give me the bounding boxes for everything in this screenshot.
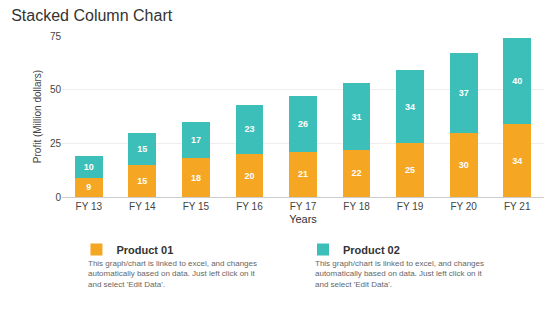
svg-text:50: 50 [50, 84, 62, 95]
svg-text:20: 20 [244, 171, 254, 181]
svg-text:Stacked Column Chart: Stacked Column Chart [11, 7, 173, 24]
svg-text:21: 21 [298, 169, 308, 179]
svg-text:Product 01: Product 01 [116, 244, 173, 256]
svg-text:FY 16: FY 16 [236, 201, 263, 212]
svg-text:37: 37 [459, 88, 469, 98]
svg-text:FY 19: FY 19 [397, 201, 424, 212]
svg-text:30: 30 [459, 160, 469, 170]
svg-text:This graph/chart is linked to: This graph/chart is linked to excel, and… [315, 259, 484, 289]
svg-text:FY 15: FY 15 [183, 201, 210, 212]
svg-text:0: 0 [55, 192, 61, 203]
svg-text:This graph/chart is linked to: This graph/chart is linked to excel, and… [88, 259, 257, 289]
svg-text:34: 34 [512, 156, 522, 166]
svg-text:75: 75 [50, 31, 62, 42]
svg-text:22: 22 [352, 168, 362, 178]
svg-text:34: 34 [405, 102, 415, 112]
svg-text:15: 15 [137, 144, 147, 154]
svg-text:FY 21: FY 21 [504, 201, 531, 212]
svg-text:Profit (Million dollars): Profit (Million dollars) [32, 70, 43, 163]
svg-text:10: 10 [84, 162, 94, 172]
svg-text:FY 20: FY 20 [450, 201, 477, 212]
svg-text:31: 31 [352, 112, 362, 122]
svg-text:18: 18 [191, 173, 201, 183]
svg-text:17: 17 [191, 135, 201, 145]
svg-text:25: 25 [405, 165, 415, 175]
svg-text:9: 9 [86, 182, 91, 192]
svg-text:15: 15 [137, 176, 147, 186]
svg-text:Years: Years [289, 213, 317, 225]
svg-text:25: 25 [50, 138, 62, 149]
svg-text:26: 26 [298, 119, 308, 129]
svg-text:FY 17: FY 17 [290, 201, 317, 212]
svg-text:FY 13: FY 13 [76, 201, 103, 212]
svg-text:FY 18: FY 18 [343, 201, 370, 212]
svg-text:FY 14: FY 14 [129, 201, 156, 212]
svg-text:23: 23 [244, 124, 254, 134]
svg-text:40: 40 [512, 76, 522, 86]
svg-text:Product 02: Product 02 [343, 244, 400, 256]
